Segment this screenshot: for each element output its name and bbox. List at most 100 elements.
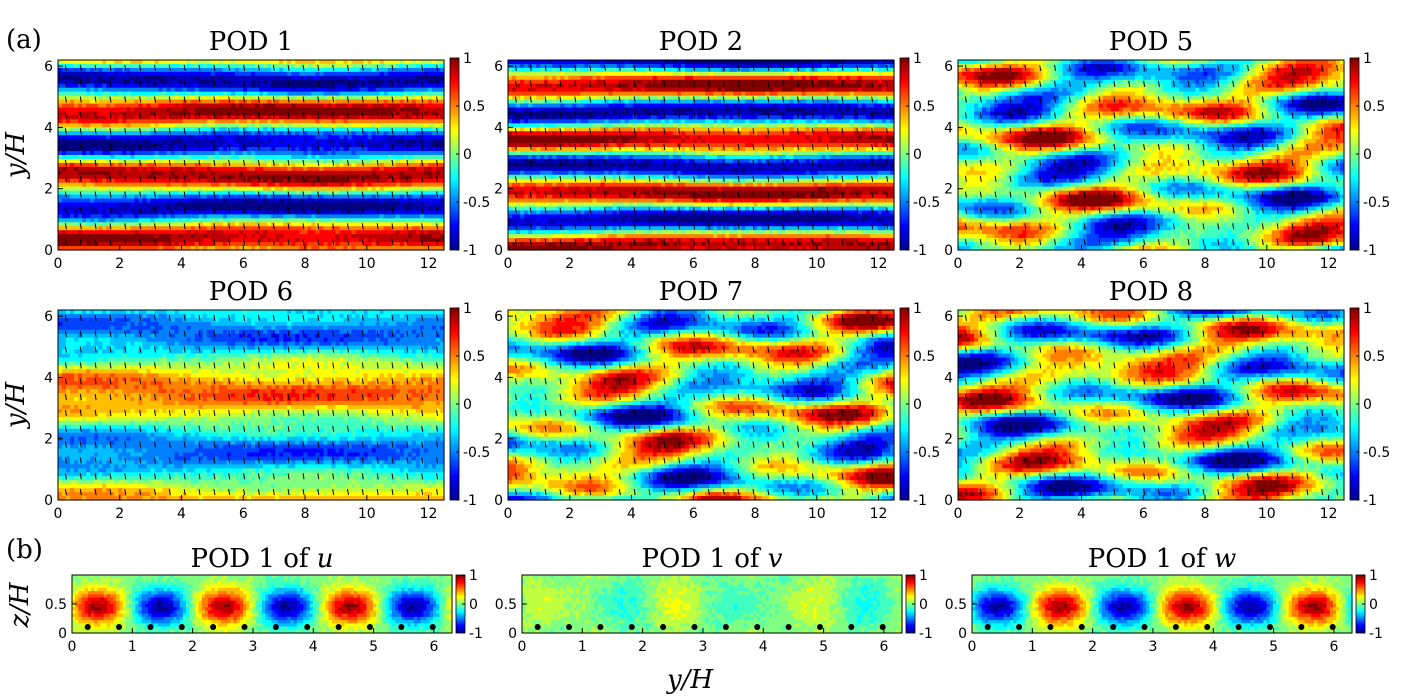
heatmap-cell bbox=[130, 214, 135, 219]
heatmap-cell bbox=[295, 187, 300, 192]
heatmap-cell bbox=[259, 199, 264, 204]
heatmap-cell bbox=[191, 139, 196, 144]
heatmap-cell bbox=[247, 206, 252, 211]
heatmap-cell bbox=[203, 131, 208, 136]
heatmap-cell bbox=[368, 191, 373, 196]
heatmap-cell bbox=[424, 119, 429, 124]
heatmap-cell bbox=[428, 171, 433, 176]
heatmap-cell bbox=[191, 206, 196, 211]
heatmap-cell bbox=[251, 151, 256, 156]
heatmap-cell bbox=[203, 210, 208, 215]
heatmap-cell bbox=[86, 175, 91, 180]
heatmap-cell bbox=[94, 195, 99, 200]
heatmap-cell bbox=[106, 155, 111, 160]
heatmap-cell bbox=[86, 84, 91, 89]
heatmap-cell bbox=[327, 151, 332, 156]
heatmap-cell bbox=[207, 72, 212, 77]
heatmap-cell bbox=[295, 100, 300, 105]
heatmap-cell bbox=[396, 60, 401, 65]
heatmap-cell bbox=[167, 191, 172, 196]
heatmap-cell bbox=[155, 108, 160, 113]
heatmap-cell bbox=[106, 199, 111, 204]
heatmap-cell bbox=[146, 143, 151, 148]
heatmap-cell bbox=[82, 151, 87, 156]
heatmap-cell bbox=[86, 183, 91, 188]
heatmap-cell bbox=[339, 96, 344, 101]
heatmap-cell bbox=[428, 115, 433, 120]
heatmap-cell bbox=[275, 123, 280, 128]
heatmap-cell bbox=[142, 76, 147, 81]
heatmap-cell bbox=[175, 100, 180, 105]
heatmap-cell bbox=[134, 179, 139, 184]
heatmap-cell bbox=[352, 179, 357, 184]
heatmap-cell bbox=[331, 104, 336, 109]
heatmap-cell bbox=[86, 88, 91, 93]
heatmap-cell bbox=[372, 135, 377, 140]
heatmap-cell bbox=[82, 159, 87, 164]
heatmap-cell bbox=[335, 123, 340, 128]
heatmap-cell bbox=[364, 88, 369, 93]
heatmap-cell bbox=[146, 155, 151, 160]
heatmap-cell bbox=[283, 163, 288, 168]
heatmap-cell bbox=[159, 191, 164, 196]
heatmap-cell bbox=[102, 80, 107, 85]
heatmap-cell bbox=[263, 175, 268, 180]
heatmap-cell bbox=[82, 179, 87, 184]
heatmap-cell bbox=[396, 143, 401, 148]
heatmap-cell bbox=[223, 68, 228, 73]
heatmap-cell bbox=[223, 195, 228, 200]
heatmap-cell bbox=[102, 214, 107, 219]
heatmap-cell bbox=[74, 108, 79, 113]
heatmap-cell bbox=[159, 64, 164, 69]
heatmap-cell bbox=[279, 76, 284, 81]
heatmap-cell bbox=[412, 92, 417, 97]
heatmap-cell bbox=[231, 111, 236, 116]
heatmap-cell bbox=[356, 195, 361, 200]
heatmap-cell bbox=[126, 119, 131, 124]
heatmap-cell bbox=[114, 139, 119, 144]
heatmap-cell bbox=[259, 171, 264, 176]
heatmap-cell bbox=[416, 191, 421, 196]
heatmap-cell bbox=[86, 115, 91, 120]
heatmap-cell bbox=[163, 96, 168, 101]
heatmap-cell bbox=[356, 92, 361, 97]
heatmap-cell bbox=[191, 96, 196, 101]
heatmap-cell bbox=[150, 92, 155, 97]
heatmap-cell bbox=[122, 167, 127, 172]
heatmap-cell bbox=[183, 199, 188, 204]
heatmap-cell bbox=[235, 175, 240, 180]
heatmap-cell bbox=[138, 155, 143, 160]
heatmap-cell bbox=[98, 175, 103, 180]
heatmap-cell bbox=[106, 108, 111, 113]
heatmap-cell bbox=[388, 104, 393, 109]
heatmap-cell bbox=[360, 127, 365, 132]
heatmap-cell bbox=[343, 68, 348, 73]
heatmap-cell bbox=[243, 84, 248, 89]
heatmap-cell bbox=[436, 151, 441, 156]
heatmap-cell bbox=[231, 68, 236, 73]
heatmap-cell bbox=[203, 76, 208, 81]
heatmap-cell bbox=[380, 147, 385, 152]
heatmap-cell bbox=[396, 111, 401, 116]
heatmap-cell bbox=[335, 179, 340, 184]
heatmap-cell bbox=[428, 131, 433, 136]
heatmap-cell bbox=[86, 104, 91, 109]
heatmap-cell bbox=[223, 131, 228, 136]
heatmap-cell bbox=[348, 72, 353, 77]
heatmap-cell bbox=[163, 143, 168, 148]
heatmap-cell bbox=[368, 111, 373, 116]
heatmap-cell bbox=[98, 210, 103, 215]
heatmap-cell bbox=[335, 135, 340, 140]
heatmap-cell bbox=[62, 108, 67, 113]
heatmap-cell bbox=[388, 64, 393, 69]
heatmap-cell bbox=[331, 151, 336, 156]
heatmap-cell bbox=[327, 191, 332, 196]
heatmap-cell bbox=[219, 104, 224, 109]
heatmap-cell bbox=[275, 135, 280, 140]
heatmap-cell bbox=[159, 96, 164, 101]
heatmap-cell bbox=[275, 175, 280, 180]
heatmap-cell bbox=[356, 60, 361, 65]
heatmap-cell bbox=[388, 92, 393, 97]
heatmap-cell bbox=[408, 68, 413, 73]
heatmap-cell bbox=[203, 80, 208, 85]
